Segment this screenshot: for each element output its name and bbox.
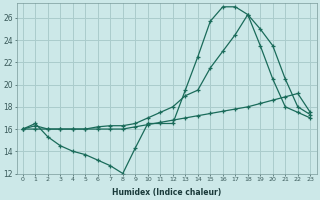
X-axis label: Humidex (Indice chaleur): Humidex (Indice chaleur) <box>112 188 221 197</box>
